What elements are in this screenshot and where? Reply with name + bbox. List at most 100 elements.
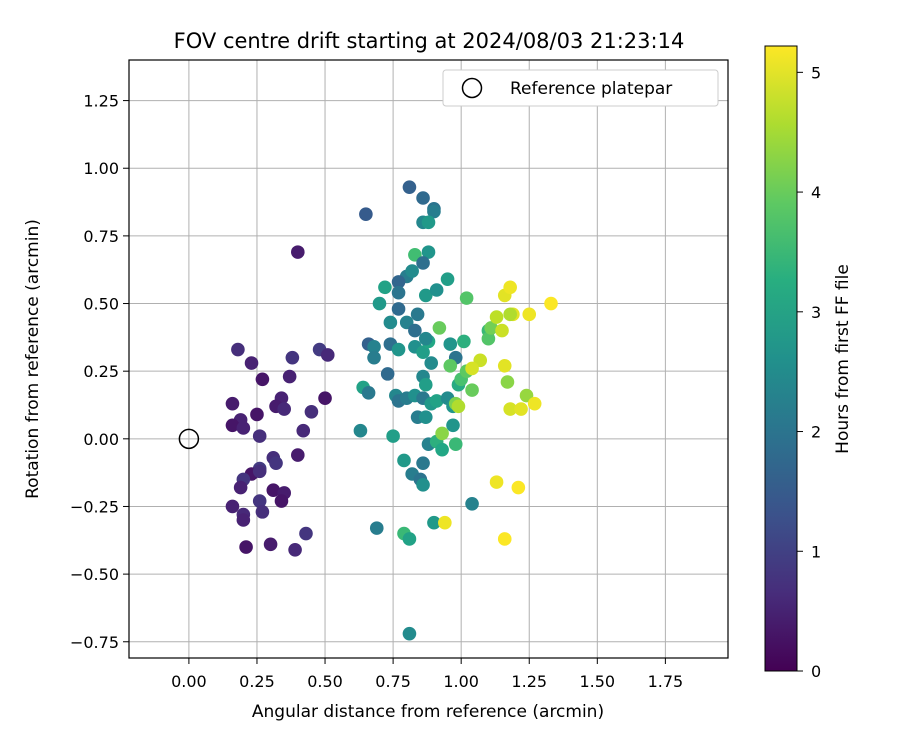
data-point (457, 334, 471, 349)
data-point (274, 494, 289, 508)
data-point (320, 348, 335, 362)
colorbar-tick-label: 4 (811, 183, 821, 202)
data-point (361, 386, 376, 400)
colorbar-tick-label: 3 (811, 303, 821, 322)
data-point (380, 367, 395, 381)
data-point (484, 321, 498, 335)
data-point (402, 532, 417, 546)
x-tick-label: 0.25 (239, 672, 275, 691)
data-point (503, 280, 517, 295)
y-tick-label: −0.25 (70, 497, 119, 516)
data-point (405, 264, 419, 278)
data-point (225, 396, 240, 411)
data-point (291, 245, 305, 259)
data-point (367, 350, 381, 365)
data-point (266, 483, 281, 498)
plot-frame (128, 59, 729, 659)
data-point (277, 402, 291, 416)
y-tick-label: 0.25 (83, 362, 119, 381)
data-point (489, 475, 504, 489)
data-point (402, 180, 417, 194)
data-point (304, 404, 319, 419)
data-point (252, 494, 267, 508)
data-point (459, 291, 474, 305)
data-point (511, 480, 526, 495)
data-point (435, 442, 449, 457)
data-point (231, 342, 245, 357)
data-point (465, 496, 479, 511)
data-point (285, 350, 300, 365)
data-point (418, 377, 433, 392)
data-point (514, 402, 528, 416)
data-point (544, 296, 558, 311)
data-point (391, 275, 406, 289)
data-point (443, 337, 458, 351)
data-point (495, 323, 509, 338)
data-point (446, 418, 460, 433)
data-point (397, 453, 411, 468)
colorbar-label: Hours from first FF file (833, 264, 853, 454)
legend-marker-reference (461, 77, 483, 99)
data-point (252, 429, 267, 443)
data-point (424, 356, 439, 370)
data-point (391, 285, 406, 300)
data-point (244, 356, 259, 370)
data-point (353, 423, 368, 438)
chart-title: FOV centre drift starting at 2024/08/03 … (174, 29, 685, 53)
data-point (236, 421, 251, 435)
data-point (443, 358, 458, 373)
data-point (451, 399, 466, 414)
data-point (408, 323, 422, 338)
data-point (435, 426, 449, 441)
legend-box (442, 69, 719, 107)
x-tick-label: 0.50 (307, 672, 343, 691)
y-tick-label: 1.00 (83, 159, 119, 178)
data-point (291, 448, 305, 462)
colorbar: 0 1 2 3 4 5 Hours from first FF file (764, 45, 853, 681)
data-point (432, 321, 447, 335)
y-tick-label: 0.75 (83, 227, 119, 246)
data-point (233, 480, 248, 495)
data-point (282, 369, 297, 384)
y-tick-label: 0.50 (83, 295, 119, 314)
x-axis-label: Angular distance from reference (arcmin) (252, 702, 604, 722)
data-point (255, 372, 270, 387)
data-point (427, 204, 441, 219)
data-point (421, 245, 436, 259)
reference-platepar-marker (178, 428, 200, 450)
data-point (250, 407, 264, 422)
data-point (255, 505, 270, 519)
data-point (421, 215, 436, 230)
data-point (427, 515, 441, 530)
data-point (288, 542, 302, 557)
data-point (416, 256, 430, 270)
data-point (391, 342, 406, 357)
data-point (369, 521, 384, 535)
data-point (225, 418, 240, 433)
data-point (481, 331, 496, 346)
data-point (359, 207, 373, 222)
y-tick-label: 1.25 (83, 92, 119, 111)
data-point (318, 391, 332, 406)
data-point (429, 394, 444, 408)
data-point (299, 526, 313, 541)
data-point (416, 191, 430, 205)
data-point (386, 429, 400, 443)
data-points (178, 180, 558, 641)
x-tick-label: 1.00 (443, 672, 479, 691)
data-point (367, 340, 381, 354)
data-point (263, 537, 278, 552)
y-ticks: −0.75 −0.50 −0.25 0.00 0.25 0.50 0.75 1.00 1.25 (70, 92, 129, 652)
data-point (465, 383, 479, 397)
colorbar-gradient (764, 45, 798, 672)
data-point (503, 307, 517, 322)
y-tick-label: 0.00 (83, 430, 119, 449)
x-tick-label: 1.50 (579, 672, 615, 691)
legend: Reference platepar (442, 69, 719, 107)
data-point (438, 515, 452, 530)
data-point (500, 375, 515, 389)
colorbar-ticks: 0 1 2 3 4 5 (797, 63, 821, 681)
y-axis-label: Rotation from reference (arcmin) (23, 219, 43, 499)
data-point (418, 410, 433, 424)
data-point (383, 315, 398, 330)
